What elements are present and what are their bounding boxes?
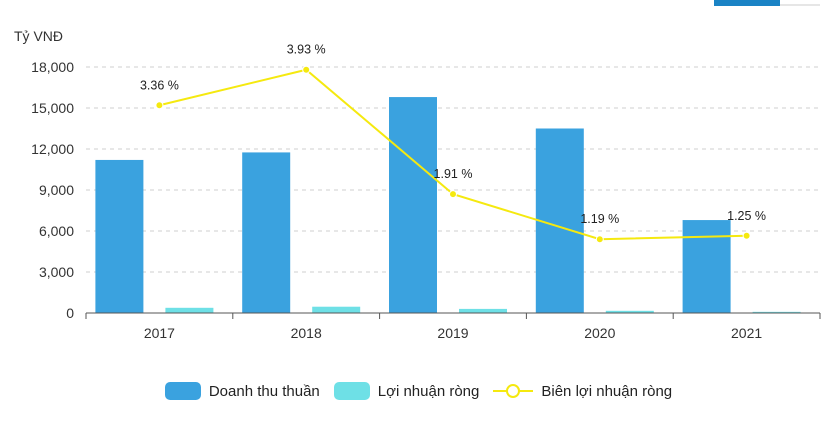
legend-swatch-margin bbox=[493, 384, 534, 398]
margin-point bbox=[449, 190, 457, 199]
y-axis-unit-label: Tỷ VNĐ bbox=[14, 28, 63, 44]
bar-profit bbox=[605, 310, 654, 313]
bar-revenue bbox=[95, 159, 144, 313]
y-tick-label: 6,000 bbox=[39, 223, 74, 239]
x-tick-label: 2018 bbox=[291, 325, 322, 341]
y-tick-label: 9,000 bbox=[39, 182, 74, 198]
active-tab-indicator[interactable] bbox=[714, 0, 780, 6]
legend-item-revenue[interactable]: Doanh thu thuần bbox=[164, 382, 320, 400]
combo-chart: Tỷ VNĐ 3.36 % 3.93 % 1.91 % 1.19 % 1.25 % 20… bbox=[14, 28, 821, 341]
bar-revenue bbox=[535, 128, 584, 313]
margin-point bbox=[155, 101, 164, 110]
bar-profit bbox=[312, 306, 361, 313]
x-tick-label: 2020 bbox=[584, 325, 615, 341]
x-tick-label: 2017 bbox=[144, 325, 175, 341]
bar-revenue bbox=[682, 220, 731, 313]
margin-data-label: 3.93 % bbox=[287, 43, 326, 57]
x-tick-label: 2019 bbox=[437, 325, 468, 341]
margin-data-label: 1.91 % bbox=[434, 167, 473, 181]
bar-profit bbox=[459, 308, 507, 313]
bar-revenue bbox=[389, 97, 437, 313]
y-tick-label: 0 bbox=[66, 305, 74, 321]
legend-swatch-revenue bbox=[164, 382, 201, 400]
legend: Doanh thu thuần Lợi nhuận ròng Biên lợi … bbox=[0, 382, 837, 400]
y-tick-label: 18,000 bbox=[31, 59, 74, 75]
margin-point bbox=[302, 65, 311, 74]
bar-profit bbox=[752, 311, 801, 313]
legend-swatch-profit bbox=[333, 382, 370, 400]
legend-item-margin[interactable]: Biên lợi nhuận ròng bbox=[493, 382, 672, 400]
legend-label-revenue: Doanh thu thuần bbox=[208, 382, 320, 400]
bar-revenue bbox=[242, 152, 291, 313]
margin-data-label: 3.36 % bbox=[140, 78, 179, 92]
y-tick-label: 12,000 bbox=[31, 141, 74, 157]
legend-label-margin: Biên lợi nhuận ròng bbox=[541, 382, 673, 400]
bar-profit bbox=[165, 307, 214, 313]
margin-data-label: 1.25 % bbox=[727, 209, 766, 223]
legend-label-profit: Lợi nhuận ròng bbox=[377, 382, 480, 400]
margin-data-label: 1.19 % bbox=[580, 212, 619, 226]
margin-point bbox=[742, 231, 751, 240]
x-tick-label: 2021 bbox=[731, 325, 762, 341]
margin-point bbox=[595, 235, 604, 244]
tab-strip bbox=[780, 4, 820, 6]
legend-item-profit[interactable]: Lợi nhuận ròng bbox=[333, 382, 480, 400]
y-tick-label: 15,000 bbox=[31, 100, 74, 116]
y-tick-label: 3,000 bbox=[39, 264, 74, 280]
